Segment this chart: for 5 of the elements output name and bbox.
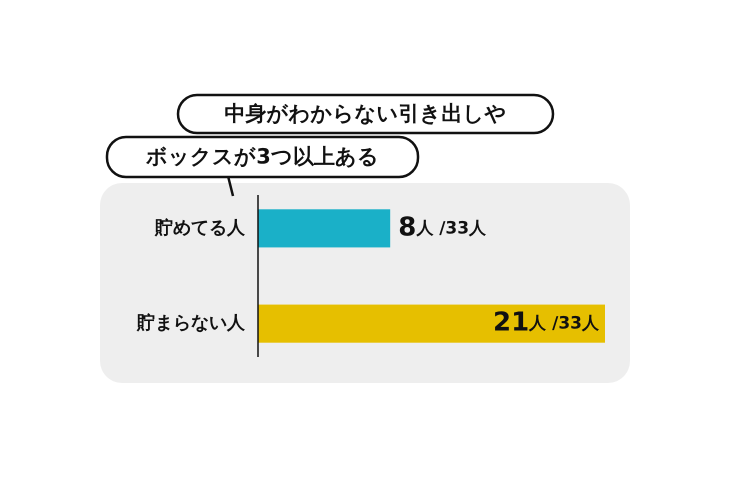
y-tick-label: 貯まらない人 [136,312,246,334]
y-tick-label: 貯めてる人 [154,217,246,238]
data-label: 21人 /33人 [493,308,600,338]
chart-title: 中身がわからない引き出しやボックスが3つ以上ある [145,102,506,169]
data-label: 8人 /33人 [398,212,488,242]
